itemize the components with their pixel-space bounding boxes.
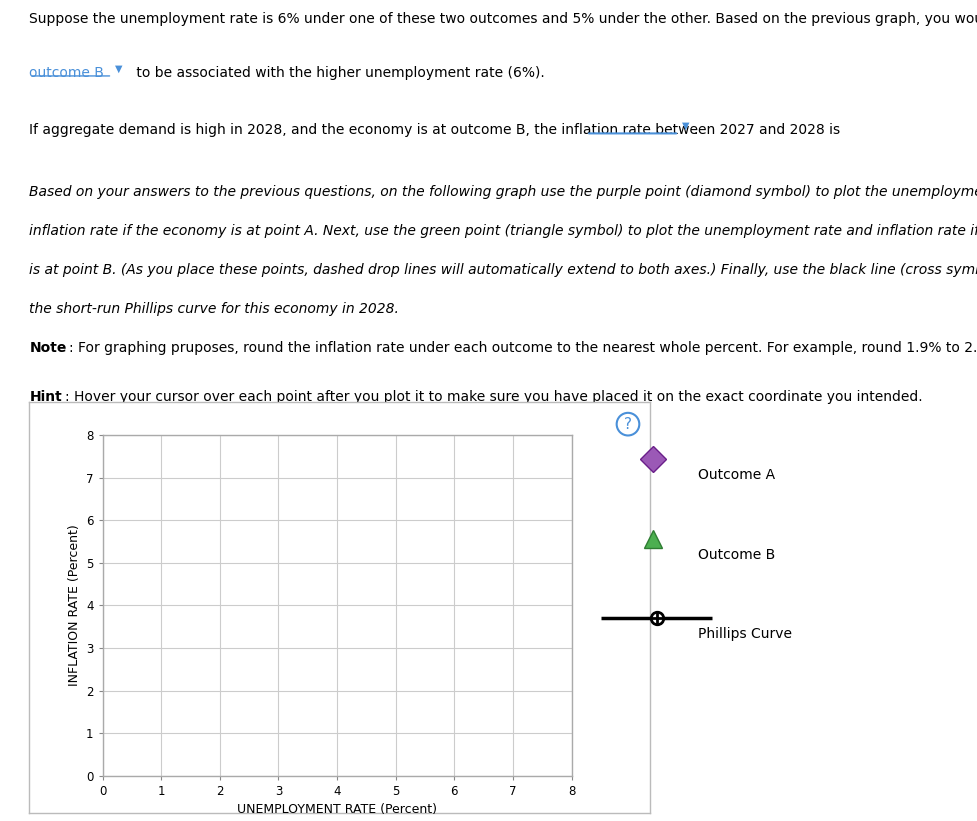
- Text: : For graphing pruposes, round the inflation rate under each outcome to the near: : For graphing pruposes, round the infla…: [69, 341, 977, 355]
- X-axis label: UNEMPLOYMENT RATE (Percent): UNEMPLOYMENT RATE (Percent): [237, 804, 437, 816]
- Text: ▼: ▼: [682, 121, 690, 131]
- Text: to be associated with the higher unemployment rate (6%).: to be associated with the higher unemplo…: [132, 66, 544, 80]
- Text: : Hover your cursor over each point after you plot it to make sure you have plac: : Hover your cursor over each point afte…: [65, 390, 923, 404]
- Text: If aggregate demand is high in 2028, and the economy is at outcome B, the inflat: If aggregate demand is high in 2028, and…: [29, 123, 840, 137]
- Text: ▼: ▼: [115, 63, 123, 74]
- Y-axis label: INFLATION RATE (Percent): INFLATION RATE (Percent): [67, 525, 80, 686]
- Text: inflation rate if the economy is at point A. Next, use the green point (triangle: inflation rate if the economy is at poin…: [29, 223, 977, 238]
- Text: Outcome B: Outcome B: [698, 548, 775, 562]
- Text: Hint: Hint: [29, 390, 63, 404]
- Text: outcome B: outcome B: [29, 66, 105, 80]
- Text: ?: ?: [624, 416, 632, 432]
- Text: .: .: [694, 123, 698, 137]
- Text: Outcome A: Outcome A: [698, 468, 775, 482]
- Text: is at point B. (As you place these points, dashed drop lines will automatically : is at point B. (As you place these point…: [29, 263, 977, 277]
- Text: Phillips Curve: Phillips Curve: [698, 627, 791, 641]
- Text: Suppose the unemployment rate is 6% under one of these two outcomes and 5% under: Suppose the unemployment rate is 6% unde…: [29, 12, 977, 26]
- Text: Based on your answers to the previous questions, on the following graph use the : Based on your answers to the previous qu…: [29, 185, 977, 199]
- Text: the short-run Phillips curve for this economy in 2028.: the short-run Phillips curve for this ec…: [29, 302, 400, 316]
- Text: Note: Note: [29, 341, 66, 355]
